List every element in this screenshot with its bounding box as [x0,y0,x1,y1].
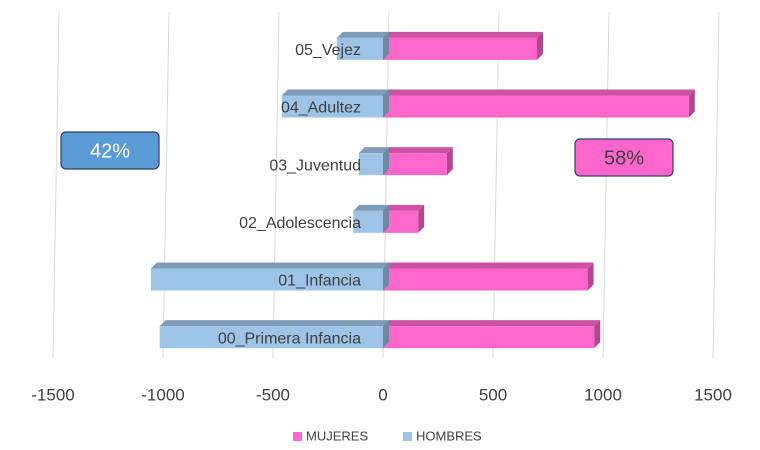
bar [358,153,383,176]
bar-side [383,31,389,60]
bar-side [446,147,453,176]
bar [353,210,383,233]
bar-side [688,89,695,118]
grid-line [272,11,280,359]
bar-side [383,262,389,291]
bar [383,95,689,118]
bar-top [150,262,389,269]
legend-label: MUJERES [306,428,368,443]
bar-top [159,320,389,327]
x-tick-label: -1000 [141,385,184,404]
category-label: 05_Vejez [295,42,361,59]
bar [383,37,537,60]
bar [150,268,383,291]
annotation-box [60,131,160,170]
category-label: 01_Infancia [278,273,361,290]
bar-top [383,89,695,96]
bar [383,210,419,233]
bar-top [336,31,389,38]
bar [281,95,383,118]
x-tick-label: 0 [378,385,387,404]
legend-swatch [403,432,412,441]
bar-side [594,320,601,349]
bar-top [358,147,389,154]
bar [383,326,595,349]
bar [336,37,383,60]
bar [159,326,383,349]
bar-side [383,147,389,176]
bar-top [383,262,594,269]
grid-line [712,11,720,359]
grid-line [162,11,170,359]
grid-line [382,11,390,359]
annotation: 42% [90,140,130,162]
bar-top [383,204,425,211]
legend-label: HOMBRES [416,428,482,443]
bar-side [383,204,389,233]
category-label: 04_Adultez [281,100,361,117]
category-label: 02_Adolescencia [239,215,361,232]
grid-line [602,11,610,359]
x-tick-label: 1500 [694,385,732,404]
x-tick-label: 500 [479,385,507,404]
annotation: 58% [604,147,644,169]
category-label: 00_Primera Infancia [218,330,361,347]
bar-top [281,89,389,96]
x-tick-label: -1500 [31,385,74,404]
bar-side [537,31,543,60]
x-tick-label: -500 [256,385,290,404]
grid-line [52,11,60,359]
bar-side [418,204,425,233]
bar-side [383,89,389,118]
bar-top [383,31,543,38]
bar [383,153,447,176]
bar-top [383,147,453,154]
category-label: 03_Juventud [269,157,361,174]
bar [383,268,588,291]
bar-top [383,320,601,327]
annotation-box [574,138,674,177]
legend-swatch [293,432,302,441]
bar-side [587,262,594,291]
x-tick-label: 1000 [584,385,622,404]
bar-top [353,204,389,211]
bar-side [383,320,389,349]
grid-line [492,11,500,359]
